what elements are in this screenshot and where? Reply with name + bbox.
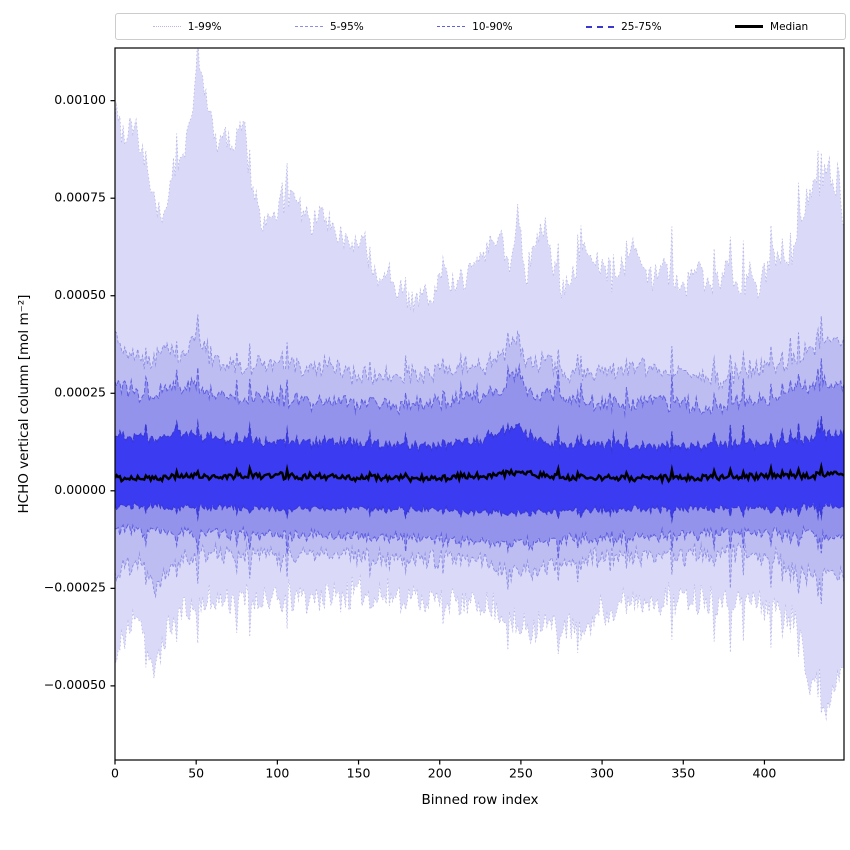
legend-item-5-95-: 5-95% [294,20,364,33]
legend-line-sample [735,25,764,28]
y-axis-label: HCHO vertical column [mol m⁻²] [16,294,32,514]
legend-item-1-99-: 1-99% [152,20,222,33]
legend-line-sample [437,26,466,27]
legend-line-sample [586,25,615,28]
legend-label: 25-75% [621,20,662,33]
legend-line-sample [294,26,323,27]
legend-label: Median [770,20,809,33]
legend-item-median: Median [735,21,808,33]
legend-label: 5-95% [329,20,364,33]
legend: 1-99% 5-95% 10-90% 25-75% Median [115,13,846,40]
legend-label: 10-90% [472,20,513,33]
legend-item-25-75-: 25-75% [586,21,662,33]
legend-line-sample [152,26,181,27]
x-axis-label: Binned row index [421,792,539,808]
legend-label: 1-99% [187,20,222,33]
legend-item-10-90-: 10-90% [437,21,513,33]
